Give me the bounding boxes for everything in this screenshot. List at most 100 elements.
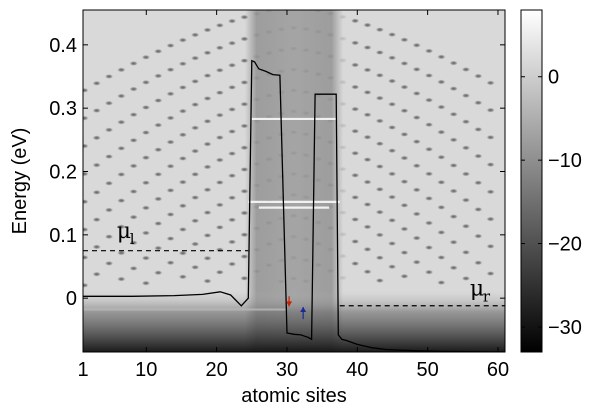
pattern-dot xyxy=(83,254,89,261)
pattern-dot xyxy=(215,45,225,51)
pattern-dot xyxy=(129,137,139,143)
pattern-dot xyxy=(178,37,188,43)
colorbar-tick-label: 0 xyxy=(548,67,559,89)
pattern-dot xyxy=(399,179,409,185)
y-tick-label: 0 xyxy=(66,288,77,310)
pattern-dot xyxy=(399,108,409,114)
pattern-dot xyxy=(461,93,471,99)
plot-frame xyxy=(82,9,506,353)
pattern-dot xyxy=(227,128,237,135)
pattern-dot xyxy=(412,235,422,241)
pattern-dot xyxy=(166,260,176,266)
pattern-dot xyxy=(412,42,422,48)
pattern-dot xyxy=(412,259,422,265)
pattern-dot xyxy=(202,278,212,284)
pattern-dot xyxy=(399,273,409,279)
pattern-dot xyxy=(141,155,151,161)
pattern-dot xyxy=(473,180,483,186)
pattern-dot xyxy=(166,235,176,242)
y-tick-label: 0.2 xyxy=(49,162,77,184)
y-tick-label: 0.3 xyxy=(49,98,77,120)
pattern-dot xyxy=(436,154,446,160)
pattern-dot xyxy=(202,187,212,193)
pattern-dot xyxy=(141,129,151,136)
pattern-dot xyxy=(375,27,385,33)
pattern-dot xyxy=(362,246,372,252)
pattern-dot xyxy=(436,54,446,60)
pattern-dot xyxy=(399,37,409,43)
pattern-dot xyxy=(190,55,200,61)
pattern-dot xyxy=(129,60,139,67)
pattern-dot xyxy=(399,60,409,67)
pattern-dot xyxy=(424,269,434,275)
pattern-dot xyxy=(202,232,212,239)
pattern-dot xyxy=(83,199,89,205)
pattern-dot xyxy=(166,91,176,97)
pattern-dot xyxy=(202,27,212,33)
spin-down-arrow xyxy=(286,296,293,307)
pattern-dot xyxy=(116,276,126,282)
pattern-dot xyxy=(227,217,237,223)
pattern-dot xyxy=(473,260,483,266)
pattern-dot xyxy=(461,197,471,203)
pattern-dot xyxy=(116,224,126,230)
pattern-dot xyxy=(375,141,385,147)
pattern-dot xyxy=(375,49,385,56)
pattern-dot xyxy=(486,134,496,140)
pattern-dot xyxy=(424,72,434,79)
pattern-dot xyxy=(486,80,496,86)
x-tick-label: 1 xyxy=(77,359,88,381)
y-tick-label: 0.4 xyxy=(49,35,77,57)
pattern-dot xyxy=(83,143,89,149)
pattern-dot xyxy=(104,73,114,80)
pattern-dot xyxy=(104,207,114,213)
pattern-dot xyxy=(375,72,385,78)
pattern-dot xyxy=(202,255,212,261)
pattern-dot xyxy=(473,100,483,106)
pattern-dot xyxy=(387,148,397,154)
pattern-dot xyxy=(387,217,397,223)
pattern-dot xyxy=(387,171,397,177)
pattern-dot xyxy=(116,198,126,204)
low-energy-dark-region xyxy=(83,290,505,352)
pattern-dot xyxy=(375,255,385,261)
pattern-dot xyxy=(486,216,496,222)
pattern-dot xyxy=(227,84,237,90)
pattern-dot xyxy=(92,271,102,277)
spin-up-arrow xyxy=(300,307,307,320)
pattern-dot xyxy=(227,106,237,113)
pattern-dot xyxy=(190,264,200,270)
colorbar-tick-label: −10 xyxy=(548,150,582,172)
pattern-dot xyxy=(166,187,176,193)
pattern-dot xyxy=(387,55,397,61)
pattern-dot xyxy=(190,171,200,177)
x-tick-label: 20 xyxy=(206,359,228,381)
x-tick-label: 60 xyxy=(487,359,509,381)
pattern-dot xyxy=(92,80,102,86)
pattern-dot xyxy=(387,32,397,38)
pattern-dot xyxy=(412,66,422,72)
pattern-dot xyxy=(215,269,225,275)
pattern-dot xyxy=(215,67,225,73)
pattern-dot xyxy=(350,84,360,90)
pattern-dot xyxy=(362,157,372,163)
pattern-dot xyxy=(129,112,139,118)
pattern-dot xyxy=(178,179,188,185)
pattern-dot xyxy=(449,188,459,194)
spin-down-arrow-head xyxy=(286,301,293,307)
pattern-dot xyxy=(202,73,212,79)
pattern-dot xyxy=(141,205,151,211)
pattern-dot xyxy=(116,93,126,99)
plot-area xyxy=(83,10,505,352)
pattern-dot xyxy=(412,114,422,121)
pattern-dot xyxy=(227,150,237,157)
pattern-dot xyxy=(129,188,139,195)
pattern-dot xyxy=(350,238,360,245)
pattern-dot xyxy=(375,232,385,238)
pattern-dot xyxy=(166,211,176,218)
colorbar-tick-label: −20 xyxy=(548,234,582,256)
pattern-dot xyxy=(449,86,459,92)
pattern-dot xyxy=(153,97,163,104)
pattern-dot xyxy=(166,115,176,121)
pattern-dot xyxy=(399,155,409,161)
